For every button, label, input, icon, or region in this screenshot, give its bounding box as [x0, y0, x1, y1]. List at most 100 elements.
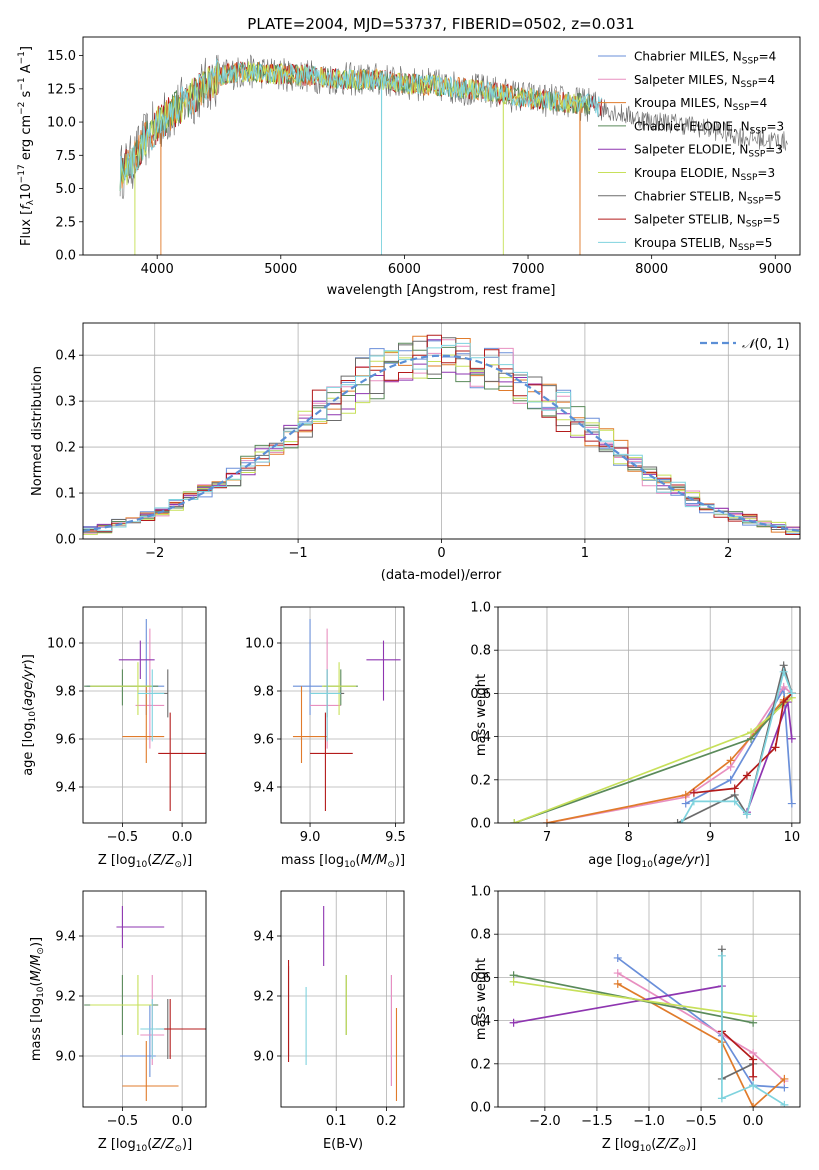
marker-salpeter_miles [779, 682, 788, 691]
marker-kroupa_stelib [717, 1094, 726, 1103]
legend-label: Salpeter STELIB, NSSP=5 [634, 213, 780, 230]
marker-kroupa_miles [613, 979, 622, 988]
x-axis-label: Z [log10(Z/Z⊙)] [98, 1137, 192, 1154]
axes-frame [280, 606, 405, 824]
y-tick-label: 9.8 [55, 685, 76, 700]
legend-label: Chabrier MILES, NSSP=4 [634, 50, 776, 67]
plot-area [83, 334, 800, 539]
y-tick-label: 15.0 [47, 49, 76, 64]
y-axis-label: Flux [fλ10−17 erg cm−2 s−1 A−1] [17, 46, 36, 246]
marker-salpeter_stelib [779, 698, 788, 707]
y-tick-label: 9.0 [55, 1050, 76, 1065]
marker-salpeter_elodie [787, 734, 796, 743]
y-tick-label: 9.8 [253, 685, 274, 700]
marker-salpeter_stelib [771, 743, 780, 752]
marker-salpeter_stelib [742, 771, 751, 780]
x-axis-label: age [log10(age/yr)] [588, 853, 710, 870]
marker-kroupa_stelib [780, 1100, 789, 1107]
axes-weight_vs_age: 7 8 9 10 0.0 0.2 0.4 0.6 0.8 1.0 [470, 601, 801, 845]
series-line-chabrier_miles [617, 957, 785, 1089]
y-tick-label: 0.1 [55, 487, 76, 502]
axes-mass_vs_ebv: 0.1 0.2 9.0 9.2 9.4 [253, 890, 405, 1129]
y-tick-label: 0.3 [55, 395, 76, 410]
marker-kroupa_stelib [689, 797, 698, 806]
marker-salpeter_elodie [509, 1018, 518, 1027]
y-tick-label: 9.4 [253, 930, 274, 945]
x-tick-label: 9 [706, 830, 714, 845]
x-tick-label: 0 [437, 546, 445, 561]
marker-chabrier_miles [726, 775, 735, 784]
marker-kroupa_stelib [717, 951, 726, 960]
y-tick-label: 5.0 [55, 182, 76, 197]
axes-frame [497, 606, 801, 824]
marker-kroupa_miles [726, 756, 735, 765]
axes-spectrum: 4000 5000 6000 7000 8000 9000 0.0 2.5 5.0 7.5 10.0… [47, 36, 801, 277]
y-tick-label: 10.0 [245, 637, 274, 652]
x-tick-label: 0.2 [376, 1114, 397, 1129]
axes-frame [280, 890, 405, 1108]
x-tick-label: −0.5 [107, 830, 139, 845]
series-line-kroupa_miles [546, 692, 793, 823]
axes-weight_vs_Z: −2.0 −1.5 −1.0 −0.5 0.0 0.0 0.2 0.4 0.6 0.8 1.0 [470, 885, 801, 1129]
marker-kroupa_miles [542, 819, 551, 823]
marker-kroupa_miles [749, 1103, 758, 1107]
x-tick-label: −1 [289, 546, 308, 561]
model-spectrum-kroupa_stelib [119, 58, 603, 255]
y-tick-label: 0.0 [470, 817, 491, 832]
spectrum-legend: Chabrier MILES, NSSP=4 Salpeter MILES, NS… [598, 50, 784, 253]
x-tick-label: 0.1 [326, 1114, 347, 1129]
y-tick-label: 9.2 [55, 990, 76, 1005]
plot-area [84, 906, 206, 1101]
y-tick-label: 9.6 [55, 733, 76, 748]
axes-frame [82, 890, 207, 1108]
y-tick-label: 7.5 [55, 149, 76, 164]
y-tick-label: 9.2 [253, 990, 274, 1005]
y-tick-label: 1.0 [470, 601, 491, 616]
legend-label: 𝒩(0, 1) [742, 337, 789, 352]
x-axis-label: Z [log10(Z/Z⊙)] [98, 853, 192, 870]
x-tick-label: −1.5 [581, 1114, 613, 1129]
y-axis-label: mass weight [474, 958, 489, 1040]
plot-area [84, 619, 206, 811]
x-tick-label: −0.5 [107, 1114, 139, 1129]
normal-curve [83, 354, 800, 532]
chart-title: PLATE=2004, MJD=53737, FIBERID=0502, z=0… [247, 15, 634, 33]
y-tick-label: 0.8 [470, 644, 491, 659]
y-tick-label: 9.0 [253, 1050, 274, 1065]
x-tick-label: 9.0 [300, 830, 321, 845]
x-tick-label: 2 [724, 546, 732, 561]
marker-salpeter_stelib [749, 1055, 758, 1064]
y-tick-label: 9.4 [253, 781, 274, 796]
x-axis-label: mass [log10(M/M⊙)] [281, 853, 405, 870]
x-tick-label: 8 [624, 830, 632, 845]
marker-kroupa_stelib [742, 810, 751, 819]
x-tick-label: 4000 [141, 262, 174, 277]
marker-kroupa_elodie [747, 728, 756, 737]
x-tick-label: −1.0 [633, 1114, 665, 1129]
x-tick-label: 7 [543, 830, 551, 845]
marker-salpeter_miles [613, 969, 622, 978]
y-tick-label: 10.0 [47, 116, 76, 131]
axes-frame [497, 890, 801, 1108]
marker-chabrier_miles [787, 799, 796, 808]
x-tick-label: −0.5 [685, 1114, 717, 1129]
x-tick-label: 0.0 [172, 830, 193, 845]
x-axis-label: wavelength [Angstrom, rest frame] [327, 283, 556, 298]
y-tick-label: 9.4 [55, 781, 76, 796]
marker-kroupa_stelib [677, 819, 686, 823]
marker-kroupa_stelib [787, 689, 796, 698]
marker-chabrier_stelib [673, 819, 682, 823]
legend-label: Chabrier ELODIE, NSSP=3 [634, 119, 784, 136]
y-tick-label: 0.0 [55, 249, 76, 264]
axes-age_vs_mass: 9.0 9.5 9.4 9.6 9.8 10.0 [245, 606, 406, 845]
legend-label: Kroupa MILES, NSSP=4 [634, 96, 767, 113]
y-tick-label: 0.6 [470, 687, 491, 702]
marker-chabrier_miles [613, 953, 622, 962]
y-tick-label: 0.2 [470, 1057, 491, 1072]
marker-kroupa_stelib [779, 667, 788, 676]
axes-frame [82, 36, 801, 256]
axes-mass_vs_Z: −0.5 0.0 9.0 9.2 9.4 [55, 890, 207, 1129]
series-line-kroupa_stelib [680, 668, 793, 823]
x-tick-label: 6000 [388, 262, 421, 277]
